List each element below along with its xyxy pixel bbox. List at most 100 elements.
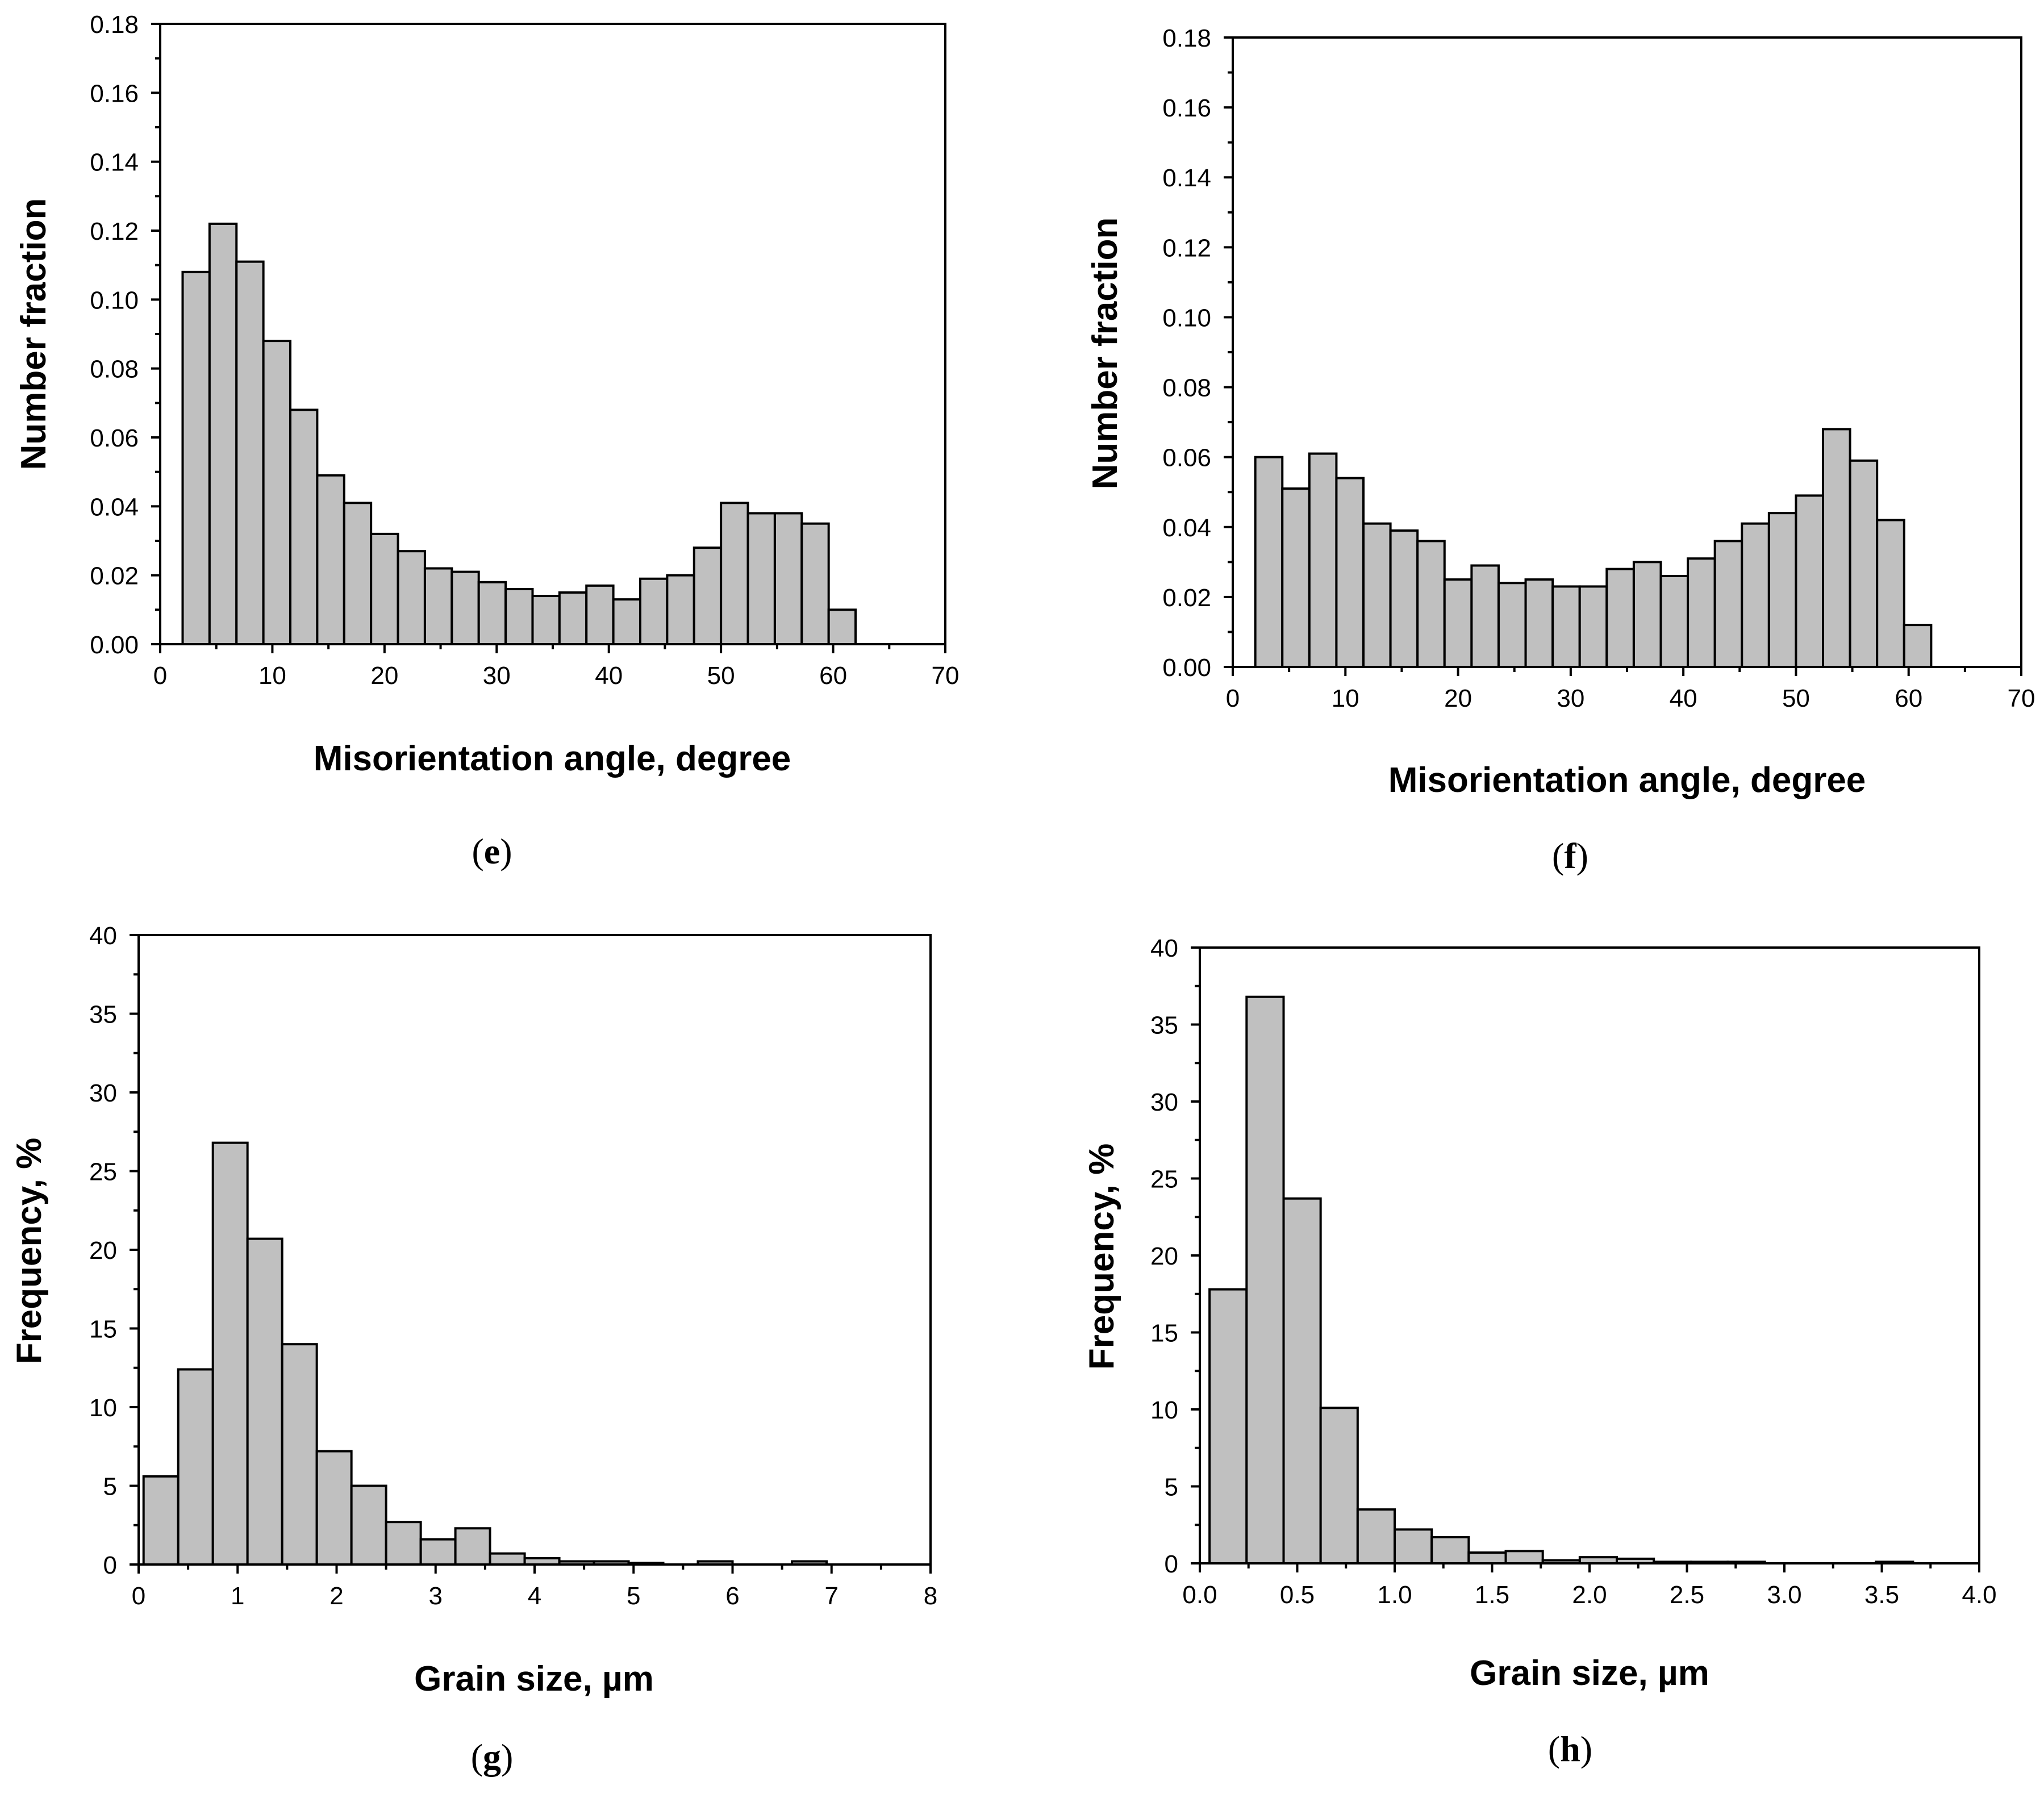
panel-caption-h: (h)	[1548, 1729, 1592, 1769]
x-tick-label-f-5: 50	[1782, 685, 1810, 712]
x-tick-label-f-3: 30	[1557, 685, 1584, 712]
y-tick-label-g-1: 5	[103, 1473, 117, 1501]
bar-e-15	[585, 584, 615, 646]
chart-panel-f: 0 10 20 30 40 50 60 70 0.00 0.02 0.04 0.06 0.08 0.10 0…	[1086, 24, 2035, 876]
bar-g-6	[350, 1484, 387, 1566]
bar-f-4	[1362, 522, 1392, 668]
bar-f-21	[1822, 428, 1851, 669]
x-tick-label-g-2: 2	[329, 1582, 343, 1610]
bar-f-3	[1335, 477, 1365, 668]
bar-e-7	[370, 532, 399, 645]
bar-e-20	[720, 502, 749, 645]
y-tick-label-f-0: 0.00	[1162, 654, 1211, 682]
bar-e-1	[208, 222, 238, 646]
y-tick-label-h-0: 0	[1165, 1550, 1178, 1578]
bar-f-18	[1741, 522, 1770, 668]
y-tick-label-h-8: 40	[1150, 934, 1178, 962]
y-tick-label-e-4: 0.08	[90, 356, 139, 383]
x-tick-label-g-0: 0	[132, 1582, 145, 1610]
y-tick-label-g-0: 0	[103, 1551, 117, 1579]
y-tick-label-g-2: 10	[89, 1394, 117, 1422]
bar-e-9	[423, 567, 453, 645]
x-tick-label-e-0: 0	[153, 662, 167, 690]
bar-f-16	[1687, 557, 1716, 669]
x-tick-label-g-3: 3	[429, 1582, 443, 1610]
bar-f-0	[1254, 456, 1284, 669]
bar-h-3	[1319, 1407, 1359, 1565]
x-tick-label-g-1: 1	[231, 1582, 244, 1610]
y-tick-label-e-1: 0.02	[90, 562, 139, 590]
y-tick-label-h-2: 10	[1150, 1396, 1178, 1424]
bar-f-11	[1551, 585, 1581, 669]
chart-panel-h: 0.0 0.5 1.0 1.5 2.0 2.5 3.0 3.5 4.0 0 5 10 15 20 25 30 3…	[1082, 934, 1997, 1769]
bar-e-5	[316, 474, 345, 645]
bar-g-3	[246, 1237, 283, 1566]
bar-f-9	[1497, 582, 1527, 669]
bar-e-4	[289, 408, 319, 645]
x-tick-label-h-6: 3.0	[1767, 1581, 1801, 1609]
bar-f-17	[1713, 540, 1743, 669]
x-tick-label-g-8: 8	[924, 1582, 937, 1610]
bar-e-10	[450, 570, 480, 645]
bar-g-5	[315, 1450, 353, 1566]
x-tick-label-e-7: 70	[932, 662, 960, 690]
bar-f-2	[1308, 452, 1338, 668]
bar-h-6	[1430, 1536, 1470, 1564]
panel-caption-g: (g)	[471, 1737, 514, 1777]
y-tick-label-g-4: 20	[89, 1237, 117, 1265]
y-tick-label-e-9: 0.18	[90, 11, 139, 39]
bar-f-8	[1470, 564, 1500, 668]
bar-e-2	[235, 260, 265, 646]
x-tick-label-h-7: 3.5	[1864, 1581, 1899, 1609]
x-tick-label-h-4: 2.0	[1572, 1581, 1607, 1609]
bar-f-10	[1524, 578, 1554, 668]
x-tick-label-e-2: 20	[370, 662, 398, 690]
bar-f-12	[1578, 585, 1608, 669]
x-tick-label-g-7: 7	[825, 1582, 839, 1610]
x-tick-label-f-1: 10	[1332, 685, 1359, 712]
bar-f-22	[1849, 459, 1879, 668]
bar-h-5	[1394, 1528, 1433, 1564]
bar-e-6	[343, 502, 373, 645]
x-tick-label-e-4: 40	[595, 662, 623, 690]
y-tick-label-f-1: 0.02	[1162, 584, 1211, 612]
y-tick-label-e-0: 0.00	[90, 631, 139, 659]
x-tick-label-e-3: 30	[483, 662, 511, 690]
bar-g-7	[385, 1521, 422, 1566]
panel-caption-letter-e: e	[484, 831, 500, 871]
x-tick-label-h-5: 2.5	[1670, 1581, 1704, 1609]
bar-e-14	[558, 591, 588, 645]
bar-f-6	[1416, 540, 1446, 669]
bar-f-23	[1876, 519, 1905, 668]
y-tick-label-f-5: 0.10	[1162, 304, 1211, 332]
y-axis-label-e: Number fraction	[14, 198, 53, 470]
bar-f-5	[1389, 529, 1419, 669]
y-tick-label-h-6: 30	[1150, 1088, 1178, 1116]
bar-f-7	[1443, 578, 1473, 668]
bar-f-24	[1903, 624, 1933, 668]
y-tick-label-e-7: 0.14	[90, 149, 139, 177]
bar-f-20	[1795, 494, 1825, 669]
y-tick-label-e-5: 0.10	[90, 286, 139, 314]
x-tick-label-h-2: 1.0	[1377, 1581, 1412, 1609]
bar-g-2	[211, 1141, 249, 1566]
y-tick-label-e-6: 0.12	[90, 218, 139, 245]
bar-e-23	[800, 522, 830, 646]
x-tick-label-e-5: 50	[707, 662, 735, 690]
bar-f-19	[1767, 512, 1797, 669]
bar-f-13	[1605, 568, 1635, 669]
bar-e-12	[504, 587, 534, 646]
y-tick-label-g-5: 25	[89, 1158, 117, 1186]
x-tick-label-h-1: 0.5	[1280, 1581, 1315, 1609]
x-tick-label-f-6: 60	[1895, 685, 1922, 712]
x-tick-label-g-5: 5	[627, 1582, 640, 1610]
bar-g-8	[419, 1538, 457, 1566]
chart-panel-e: 0 10 20 30 40 50 60 70 0.00 0.02 0.04 0.06 0.08 0.10 0…	[14, 11, 959, 871]
bar-e-22	[773, 512, 803, 646]
bar-f-15	[1659, 574, 1690, 669]
bar-h-0	[1208, 1288, 1248, 1565]
y-tick-label-h-7: 35	[1150, 1012, 1178, 1040]
chart-panel-g: 0 1 2 3 4 5 6 7 8 0 5 10 15 20 25 30 35 40 Grain size, µm F…	[10, 922, 937, 1777]
y-tick-label-h-4: 20	[1150, 1242, 1178, 1270]
y-tick-label-h-1: 5	[1165, 1474, 1178, 1501]
